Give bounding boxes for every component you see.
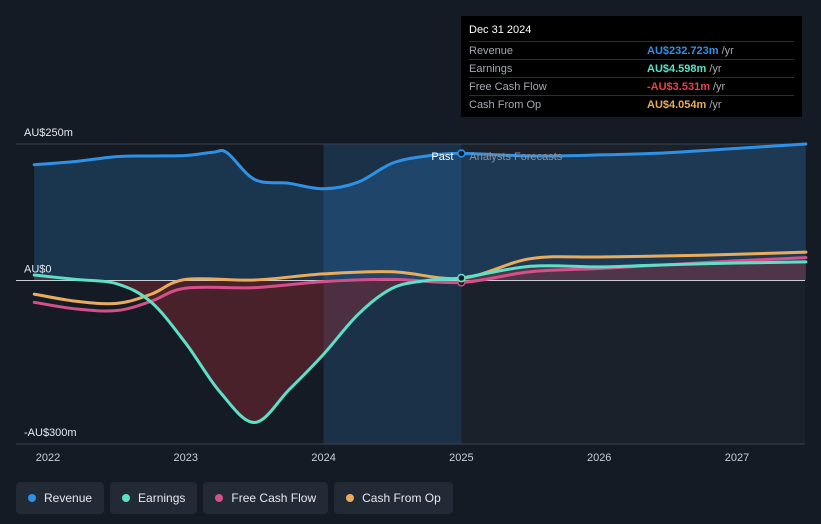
cash-from-op-dot-icon	[346, 494, 355, 502]
tooltip-label: Free Cash Flow	[469, 80, 547, 93]
tooltip-label: Earnings	[469, 62, 513, 75]
tooltip-value: AU$4.054m	[647, 98, 707, 111]
tooltip-value: AU$4.598m	[647, 62, 707, 75]
x-axis-tick-label: 2025	[449, 452, 473, 464]
tooltip-unit: /yr	[721, 44, 734, 57]
x-axis-tick-label: 2022	[36, 452, 60, 464]
past-label: Past	[431, 151, 453, 163]
x-axis-tick-label: 2027	[725, 452, 749, 464]
tooltip-label: Revenue	[469, 44, 514, 57]
past-highlight-region	[323, 144, 462, 444]
tooltip-row-earnings: Earnings AU$4.598m /yr	[469, 59, 794, 77]
forecast-region	[461, 144, 805, 444]
legend-item-free-cash-flow[interactable]: Free Cash Flow	[203, 482, 329, 514]
chart-series	[16, 142, 808, 425]
earnings-dot-icon	[122, 494, 131, 502]
earnings-area	[34, 261, 806, 423]
y-axis-label: AU$250m	[24, 127, 73, 139]
tooltip-value: -AU$3.531m	[647, 80, 710, 93]
revenue-area	[34, 144, 806, 281]
marker-revenue	[457, 149, 466, 158]
tooltip-unit: /yr	[709, 62, 722, 75]
legend-item-revenue[interactable]: Revenue	[16, 482, 105, 514]
legend-item-earnings[interactable]: Earnings	[110, 482, 198, 514]
free-cash-flow-dot-icon	[215, 494, 224, 502]
tooltip-unit: /yr	[712, 80, 726, 93]
revenue-dot-icon	[28, 494, 36, 502]
tooltip-row-free-cash-flow: Free Cash Flow -AU$3.531m /yr	[469, 77, 794, 95]
series-line-cash-from-op	[32, 250, 808, 306]
legend-label: Revenue	[44, 491, 93, 505]
legend-item-cash-from-op[interactable]: Cash From Op	[334, 482, 453, 514]
chart-background	[323, 144, 805, 444]
legend-label: Earnings	[138, 491, 186, 505]
marker-earnings	[457, 273, 466, 283]
tooltip-row-revenue: Revenue AU$232.723m /yr	[469, 41, 794, 59]
series-line-revenue	[32, 142, 808, 191]
data-tooltip: Dec 31 2024 Revenue AU$232.723m /yr Earn…	[461, 16, 802, 117]
legend-label: Cash From Op	[362, 491, 441, 505]
forecast-label: Analysts Forecasts	[469, 151, 562, 163]
y-axis-label: AU$0	[24, 264, 52, 276]
tooltip-value: AU$232.723m	[647, 44, 719, 57]
x-axis-tick-label: 2026	[587, 452, 611, 464]
chart-legend: Revenue Earnings Free Cash Flow Cash Fro…	[16, 482, 453, 514]
tooltip-date: Dec 31 2024	[469, 24, 532, 36]
legend-label: Free Cash Flow	[231, 491, 317, 505]
chart-gridlines	[16, 143, 805, 445]
tooltip-unit: /yr	[709, 98, 722, 111]
y-axis-label: -AU$300m	[24, 427, 77, 439]
x-axis-tick-label: 2024	[311, 452, 335, 464]
tooltip-row-cash-from-op: Cash From Op AU$4.054m /yr	[469, 95, 794, 113]
chart-labels: AU$250m AU$0 -AU$300m 2022 2023 2024 2025 2026 2…	[24, 127, 749, 464]
tooltip-label: Cash From Op	[469, 98, 542, 111]
x-axis-tick-label: 2023	[174, 452, 198, 464]
series-line-earnings	[32, 260, 808, 425]
